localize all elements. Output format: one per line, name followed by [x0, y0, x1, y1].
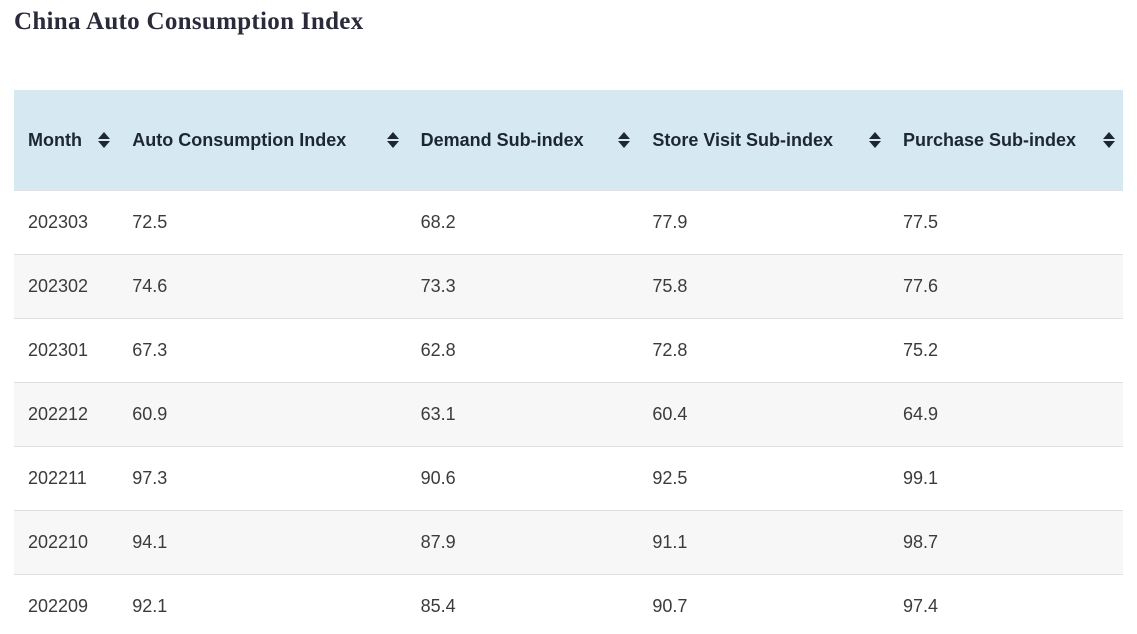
value-cell: 98.7 — [902, 531, 939, 552]
sort-arrows-icon[interactable] — [386, 131, 399, 149]
header-row: Month Auto Consumption Index Demand Sub-… — [14, 90, 1123, 190]
column-header-label: Auto Consumption Index — [132, 129, 347, 150]
value-cell: 63.1 — [420, 403, 456, 424]
table-row: 202212 60.9 63.1 60.4 64.9 — [14, 382, 1123, 446]
value-cell: 92.5 — [652, 467, 688, 488]
table-header: Month Auto Consumption Index Demand Sub-… — [14, 90, 1123, 190]
table-row: 202303 72.5 68.2 77.9 77.5 — [14, 190, 1123, 254]
sort-up-arrow-icon — [1103, 131, 1115, 139]
column-header-purchase-sub-index[interactable]: Purchase Sub-index — [888, 90, 1123, 190]
value-cell: 91.1 — [652, 531, 688, 552]
sort-up-arrow-icon — [618, 131, 631, 139]
sort-up-arrow-icon — [868, 131, 881, 139]
value-cell: 77.9 — [652, 211, 688, 232]
value-cell: 99.1 — [902, 467, 939, 488]
month-cell: 202302 — [28, 275, 89, 296]
value-cell: 75.8 — [652, 275, 688, 296]
month-cell: 202212 — [28, 403, 89, 424]
value-cell: 64.9 — [902, 403, 939, 424]
sort-down-arrow-icon — [386, 140, 399, 148]
month-cell: 202301 — [28, 339, 89, 360]
value-cell: 67.3 — [132, 339, 168, 360]
value-cell: 72.5 — [132, 211, 168, 232]
sort-down-arrow-icon — [98, 140, 111, 148]
page-title: China Auto Consumption Index — [14, 8, 364, 35]
sort-down-arrow-icon — [1103, 140, 1115, 148]
month-cell: 202303 — [28, 211, 89, 232]
value-cell: 90.6 — [420, 467, 456, 488]
value-cell: 60.9 — [132, 403, 168, 424]
month-cell: 202210 — [28, 531, 89, 552]
sort-up-arrow-icon — [98, 131, 111, 139]
table-row: 202211 97.3 90.6 92.5 99.1 — [14, 446, 1123, 510]
month-cell: 202211 — [28, 467, 87, 488]
value-cell: 87.9 — [420, 531, 456, 552]
sort-up-arrow-icon — [386, 131, 399, 139]
table-row: 202209 92.1 85.4 90.7 97.4 — [14, 574, 1123, 634]
value-cell: 68.2 — [420, 211, 456, 232]
column-header-label: Demand Sub-index — [420, 129, 584, 150]
value-cell: 74.6 — [132, 275, 168, 296]
sort-arrows-icon[interactable] — [98, 131, 111, 149]
value-cell: 75.2 — [902, 339, 939, 360]
table-row: 202302 74.6 73.3 75.8 77.6 — [14, 254, 1123, 318]
sort-down-arrow-icon — [618, 140, 631, 148]
column-header-auto-consumption-index[interactable]: Auto Consumption Index — [118, 90, 407, 190]
value-cell: 77.5 — [902, 211, 939, 232]
column-header-month[interactable]: Month — [14, 90, 119, 190]
table-row: 202210 94.1 87.9 91.1 98.7 — [14, 510, 1123, 574]
column-header-label: Store Visit Sub-index — [652, 129, 834, 150]
column-header-store-visit-sub-index[interactable]: Store Visit Sub-index — [638, 90, 889, 190]
value-cell: 72.8 — [652, 339, 688, 360]
value-cell: 97.3 — [132, 467, 168, 488]
month-cell: 202209 — [28, 595, 89, 616]
value-cell: 85.4 — [420, 595, 456, 616]
table-row: 202301 67.3 62.8 72.8 75.2 — [14, 318, 1123, 382]
value-cell: 92.1 — [132, 595, 168, 616]
sort-arrows-icon[interactable] — [1103, 131, 1115, 149]
column-header-label: Month — [28, 129, 82, 150]
table-body: 202303 72.5 68.2 77.9 77.5 202302 74.6 73.3 75.8… — [14, 190, 1123, 634]
page: China Auto Consumption Index Month Auto … — [0, 8, 1137, 634]
value-cell: 60.4 — [652, 403, 688, 424]
value-cell: 73.3 — [420, 275, 456, 296]
value-cell: 97.4 — [902, 595, 939, 616]
column-header-demand-sub-index[interactable]: Demand Sub-index — [406, 90, 639, 190]
value-cell: 90.7 — [652, 595, 688, 616]
sort-down-arrow-icon — [868, 140, 881, 148]
value-cell: 62.8 — [420, 339, 456, 360]
column-header-label: Purchase Sub-index — [902, 129, 1077, 150]
sort-arrows-icon[interactable] — [868, 131, 881, 149]
value-cell: 94.1 — [132, 531, 168, 552]
auto-consumption-index-table: Month Auto Consumption Index Demand Sub-… — [14, 90, 1123, 634]
sort-arrows-icon[interactable] — [618, 131, 631, 149]
value-cell: 77.6 — [902, 275, 939, 296]
